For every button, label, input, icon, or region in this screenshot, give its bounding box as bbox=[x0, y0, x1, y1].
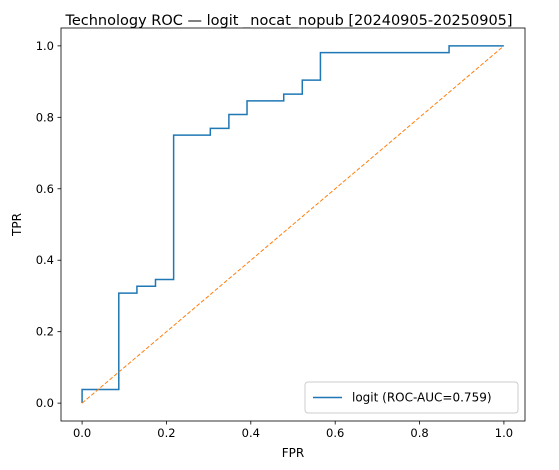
chart-title: Technology ROC — logit _nocat_nopub [202… bbox=[64, 13, 512, 29]
y-tick-label: 1.0 bbox=[36, 39, 54, 53]
x-tick-label: 0.0 bbox=[73, 426, 91, 440]
legend: logit (ROC-AUC=0.759) bbox=[304, 381, 519, 414]
legend-box bbox=[304, 381, 519, 414]
x-tick-label: 0.4 bbox=[242, 426, 260, 440]
roc-curve-line bbox=[81, 45, 504, 404]
y-axis-label: TPR bbox=[10, 213, 24, 237]
x-axis-label: FPR bbox=[282, 446, 304, 460]
x-tick-label: 0.2 bbox=[157, 426, 175, 440]
series-layer bbox=[81, 45, 505, 404]
y-tick-label: 0.0 bbox=[36, 396, 54, 410]
y-tick-label: 0.6 bbox=[36, 182, 54, 196]
x-tick-label: 1.0 bbox=[495, 426, 513, 440]
x-tick-label: 0.6 bbox=[326, 426, 344, 440]
y-tick-label: 0.8 bbox=[36, 110, 54, 124]
legend-entry-label: logit (ROC-AUC=0.759) bbox=[352, 391, 492, 405]
y-tick-label: 0.2 bbox=[36, 325, 54, 339]
y-tick-label: 0.4 bbox=[36, 253, 54, 267]
plot-frame bbox=[60, 27, 526, 422]
x-tick-label: 0.8 bbox=[410, 426, 428, 440]
chance-diagonal-line bbox=[81, 45, 505, 404]
ticks-layer: 0.0 0.2 0.4 0.6 0.8 1.0 0.0 0.2 0.4 0.6 0.8 1.0 bbox=[36, 39, 513, 440]
